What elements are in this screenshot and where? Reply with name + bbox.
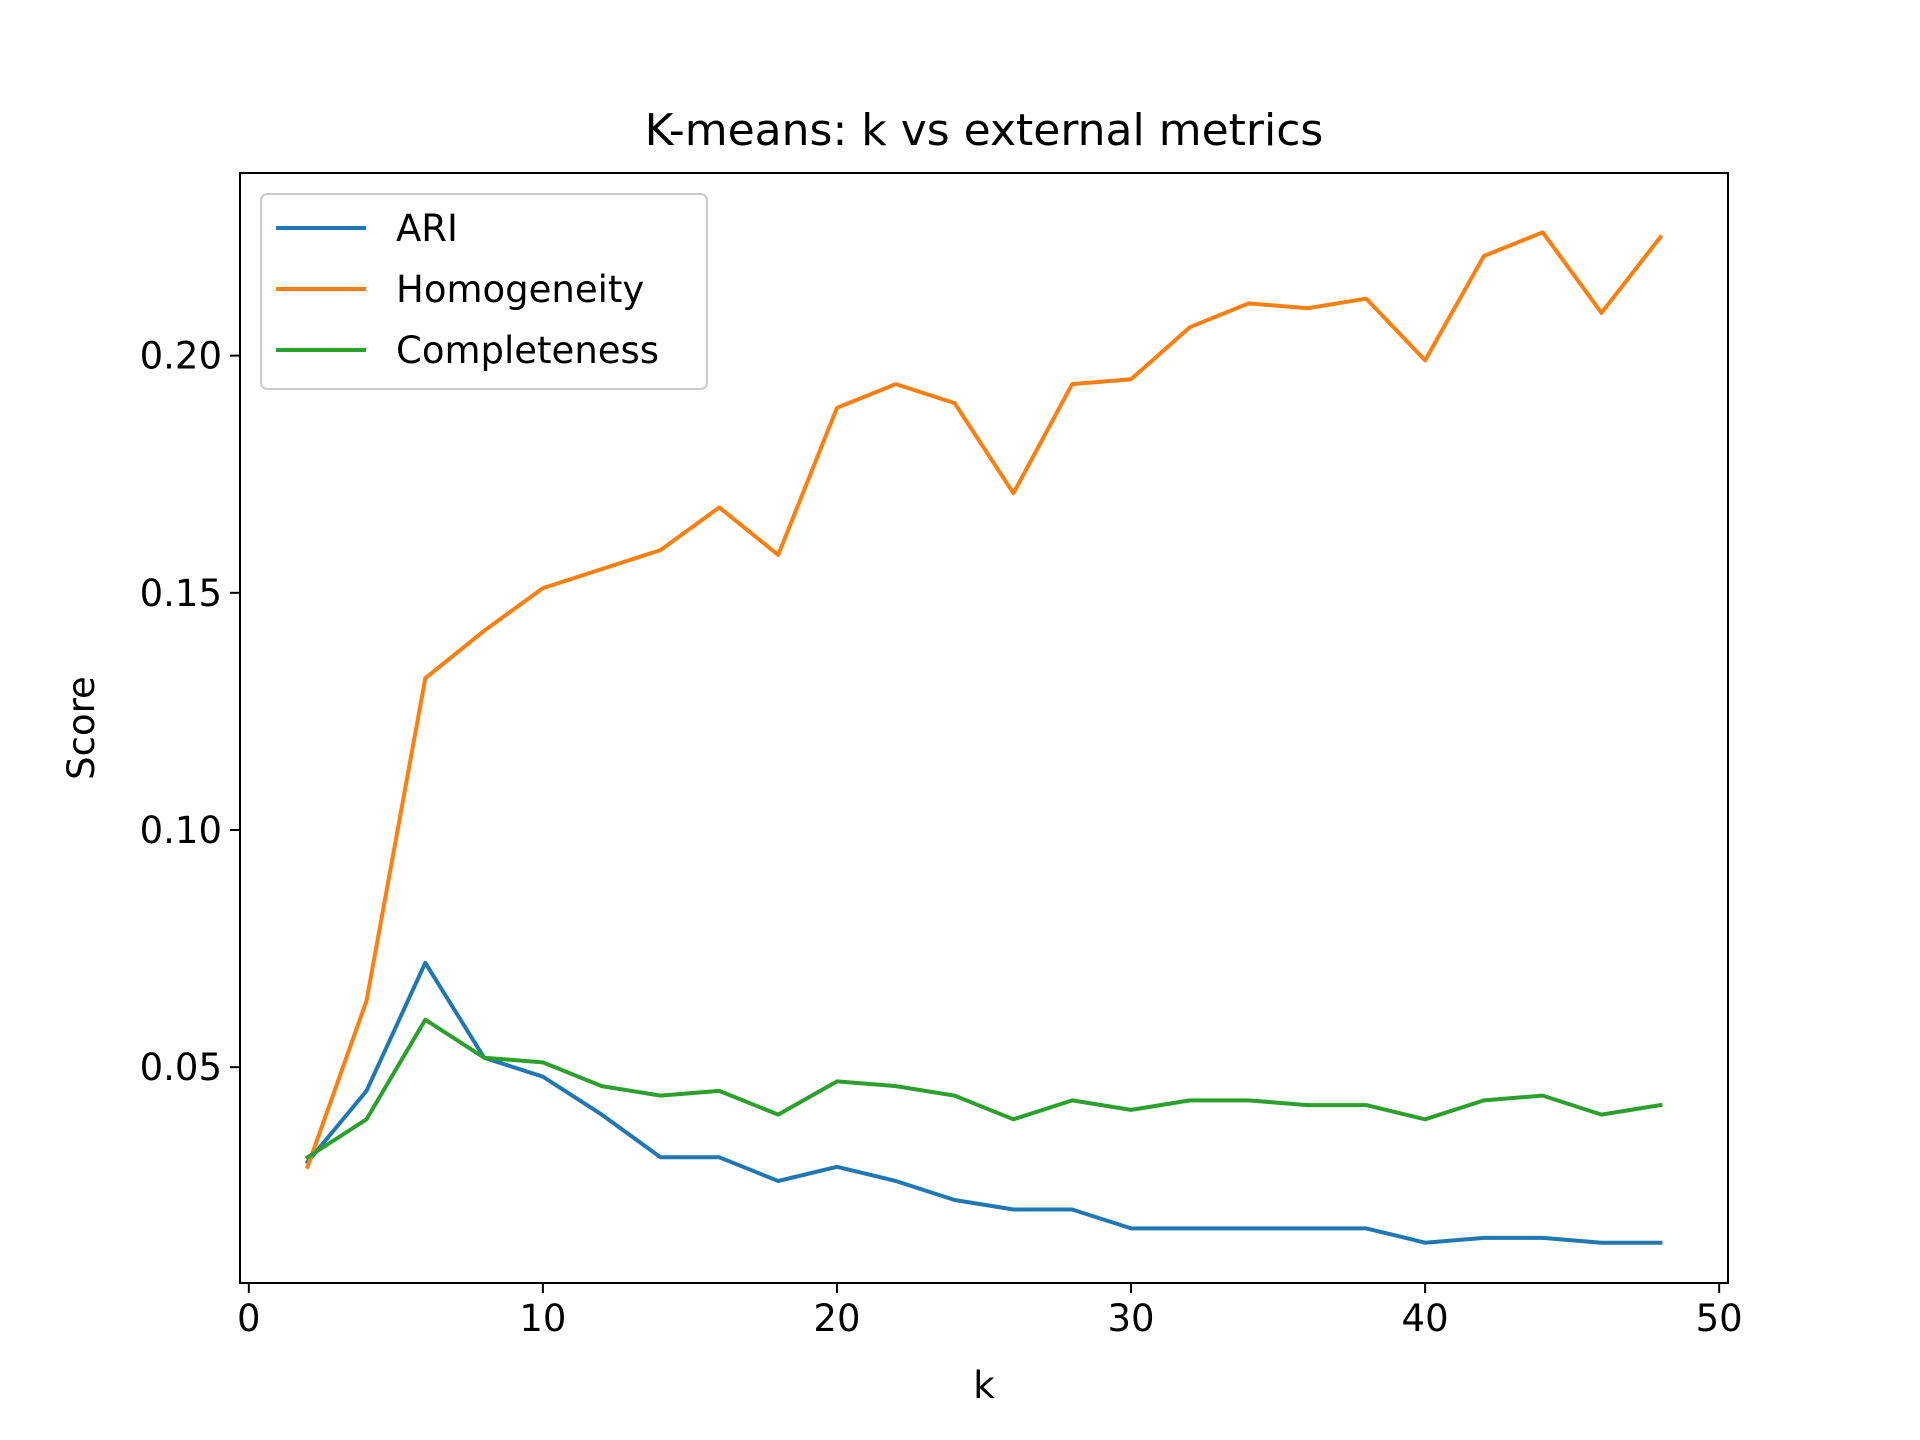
- y-tick-label: 0.20: [140, 335, 222, 378]
- x-tick-label: 0: [237, 1297, 261, 1340]
- x-tick-label: 20: [813, 1297, 860, 1340]
- x-ticks: 0 10 20 30 40 50: [237, 1283, 1743, 1340]
- x-tick-label: 40: [1402, 1297, 1449, 1340]
- chart-title: K-means: k vs external metrics: [645, 105, 1324, 156]
- x-axis-label: k: [973, 1364, 995, 1407]
- legend-label-ari: ARI: [396, 207, 458, 250]
- lines-layer: [304, 230, 1664, 1245]
- x-tick-label: 30: [1107, 1297, 1154, 1340]
- series-line-completeness: [304, 1017, 1663, 1161]
- x-tick-label: 50: [1696, 1297, 1743, 1340]
- plot-frame: [239, 172, 1729, 1284]
- legend-label-completeness: Completeness: [396, 329, 659, 372]
- y-tick-label: 0.10: [140, 809, 222, 852]
- series-line-ari: [304, 960, 1663, 1245]
- y-axis-label: Score: [60, 676, 103, 780]
- series-line-homogeneity: [305, 230, 1664, 1170]
- x-tick-label: 10: [519, 1297, 566, 1340]
- y-ticks: 0.05 0.10 0.15 0.20: [140, 335, 240, 1089]
- y-tick-label: 0.15: [140, 572, 222, 615]
- legend-label-homogeneity: Homogeneity: [396, 268, 644, 311]
- y-tick-label: 0.05: [140, 1046, 222, 1089]
- legend: ARI Homogeneity Completeness: [260, 193, 708, 390]
- legend-box: [260, 193, 708, 390]
